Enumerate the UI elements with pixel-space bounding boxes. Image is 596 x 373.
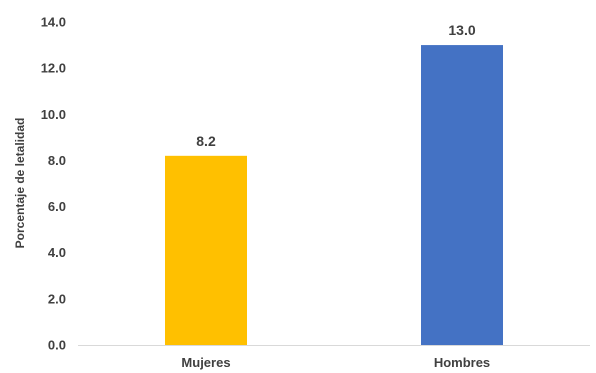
data-label: 8.2 xyxy=(196,133,216,149)
y-tick-label: 10.0 xyxy=(41,107,66,122)
y-tick-label: 14.0 xyxy=(41,15,66,30)
y-axis-title: Porcentaje de letalidad xyxy=(13,118,27,249)
bar-mujeres xyxy=(165,155,247,345)
category-labels: Mujeres Hombres xyxy=(181,355,490,370)
bars xyxy=(165,45,503,345)
y-tick-label: 8.0 xyxy=(48,153,66,168)
category-label: Hombres xyxy=(434,355,490,370)
y-tick-label: 0.0 xyxy=(48,338,66,353)
data-label: 13.0 xyxy=(448,22,475,38)
bar-hombres xyxy=(421,45,503,345)
y-tick-label: 4.0 xyxy=(48,245,66,260)
y-tick-label: 2.0 xyxy=(48,291,66,306)
y-axis-ticks: 0.0 2.0 4.0 6.0 8.0 10.0 12.0 14.0 xyxy=(41,15,66,353)
data-labels: 8.2 13.0 xyxy=(196,22,476,149)
y-tick-label: 12.0 xyxy=(41,61,66,76)
category-label: Mujeres xyxy=(181,355,230,370)
y-tick-label: 6.0 xyxy=(48,199,66,214)
